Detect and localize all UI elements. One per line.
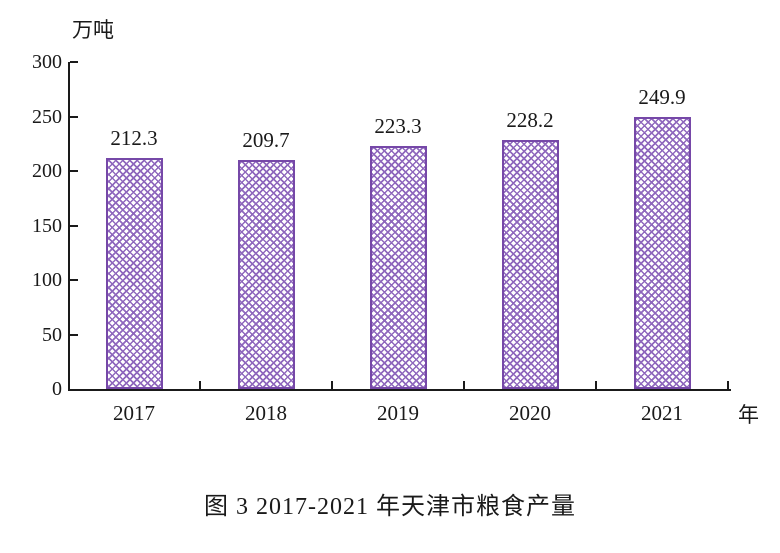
bar-2018 — [237, 160, 295, 389]
y-axis-tick — [70, 279, 78, 281]
y-axis-tick — [70, 224, 78, 227]
x-axis-tick — [331, 381, 333, 389]
x-axis-tick — [199, 381, 201, 389]
bar-2020 — [501, 140, 559, 389]
bar-value-label-2021: 249.9 — [638, 84, 686, 109]
y-tick-label: 300 — [32, 51, 62, 73]
x-category-label-2018: 2018 — [245, 401, 287, 425]
x-category-label-2017: 2017 — [113, 401, 155, 425]
y-axis-line — [68, 62, 70, 391]
y-tick-label: 200 — [32, 160, 62, 182]
y-tick-label: 250 — [32, 105, 62, 128]
chart-title: 图 3 2017-2021 年天津市粮食产量 — [204, 494, 576, 520]
y-tick-label: 150 — [32, 214, 62, 237]
x-axis-tick — [595, 381, 597, 389]
bar-2019 — [369, 145, 427, 389]
x-axis-line — [68, 389, 731, 391]
y-tick-label: 100 — [32, 269, 62, 291]
bar-value-label-2017: 212.3 — [110, 125, 158, 150]
bar-2017 — [105, 157, 163, 389]
y-tick-label: 50 — [42, 323, 62, 346]
y-axis-tick — [70, 61, 78, 63]
x-category-label-2020: 2020 — [509, 401, 551, 425]
x-category-label-2019: 2019 — [377, 401, 419, 425]
y-axis-tick — [70, 115, 78, 118]
bar-value-label-2018: 209.7 — [242, 128, 290, 153]
y-axis-tick — [70, 170, 78, 172]
bar-value-label-2020: 228.2 — [506, 108, 554, 133]
bar-2021 — [633, 116, 691, 389]
x-axis-tick — [727, 381, 729, 389]
x-axis-tick — [463, 381, 465, 389]
x-axis-unit-label: 年 — [738, 403, 759, 427]
bar-value-label-2019: 223.3 — [374, 113, 422, 138]
x-category-label-2021: 2021 — [641, 401, 683, 425]
y-axis-tick — [70, 333, 78, 336]
y-axis-unit-label: 万吨 — [72, 18, 114, 42]
y-tick-label: 0 — [52, 378, 62, 400]
